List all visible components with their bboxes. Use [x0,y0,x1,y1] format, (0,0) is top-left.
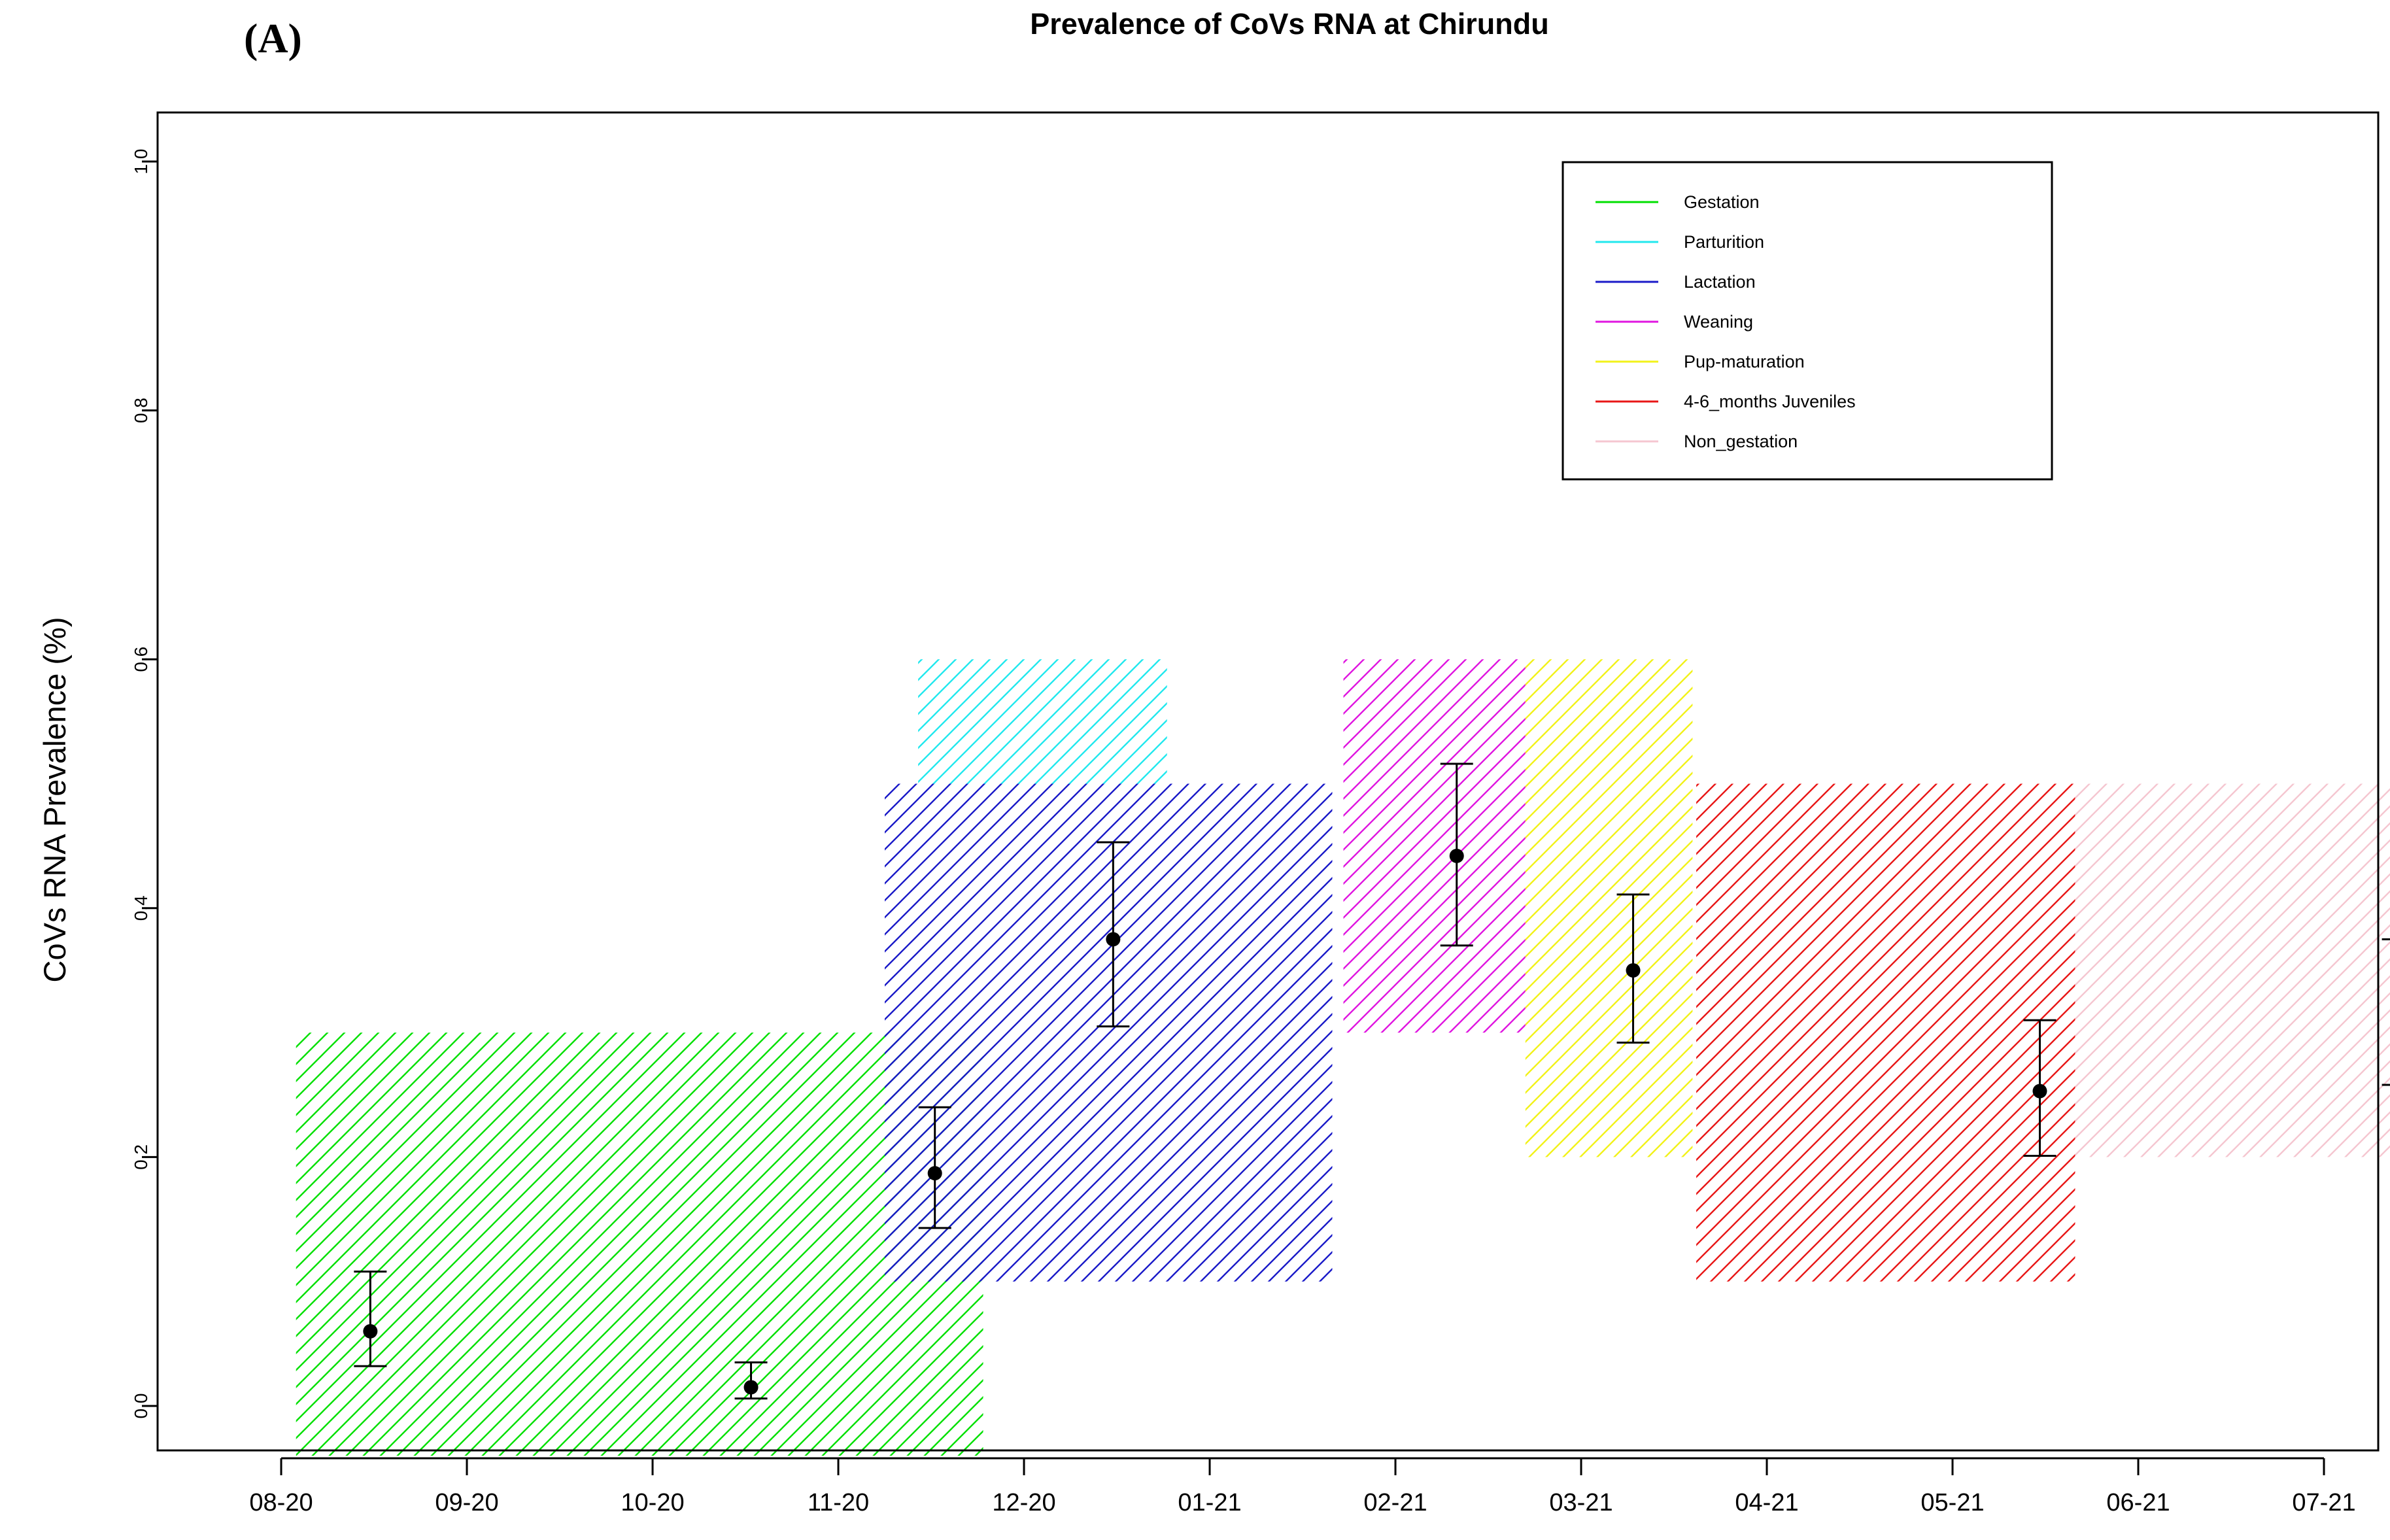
legend-label: Pup-maturation [1684,352,1805,371]
point-marker [927,1166,942,1181]
region-weaning [1343,659,1526,1033]
x-tick-label: 07-21 [2292,1489,2355,1516]
legend-entry: Gestation [1596,192,1760,212]
y-axis: 0.0 0.2 0.4 0.6 0.8 1.0 [131,149,159,1419]
data-point [734,1361,768,1400]
point-marker [363,1324,378,1339]
point-marker [1106,932,1121,947]
point-marker [1449,848,1464,863]
x-tick-label: 08-20 [249,1489,313,1516]
phase-regions [296,659,2390,1456]
region-pup-maturation [1525,659,1693,1157]
y-tick-label: 0.2 [131,1144,151,1170]
x-tick-label: 04-21 [1735,1489,1798,1516]
legend-entry: Pup-maturation [1596,352,1805,371]
data-points [354,762,2390,1400]
legend-entry: Weaning [1596,312,1753,332]
region-lactation [885,783,1333,1282]
legend-entry: 4-6_months Juveniles [1596,392,1856,411]
y-axis-label: CoVs RNA Prevalence (%) [37,617,72,983]
data-point [918,1106,951,1229]
x-tick-label: 02-21 [1363,1489,1427,1516]
point-marker [743,1380,759,1395]
legend-entry: Parturition [1596,232,1764,252]
y-tick-label: 0.0 [131,1394,151,1419]
x-tick-label: 01-21 [1178,1489,1241,1516]
region-gestation [296,1033,983,1456]
point-marker [2032,1084,2047,1099]
legend-label: Weaning [1684,312,1753,332]
chart-title: Prevalence of CoVs RNA at Chirundu [1030,7,1548,41]
point-marker [1626,963,1641,978]
legend-label: Gestation [1684,192,1760,212]
panel-label: (A) [244,15,302,61]
data-point [1616,893,1650,1044]
legend-label: Non_gestation [1684,432,1798,451]
legend-entry: Lactation [1596,272,1756,292]
region-4-6-months-juveniles [1696,783,2075,1282]
data-point [2023,1019,2057,1157]
legend-label: Parturition [1684,232,1764,252]
legend-entry: Non_gestation [1596,432,1798,451]
x-tick-label: 06-21 [2106,1489,2170,1516]
region-non-gestation [2075,783,2390,1157]
legend-label: 4-6_months Juveniles [1684,392,1856,411]
data-point [2381,938,2390,1086]
legend-label: Lactation [1684,272,1756,292]
x-tick-label: 12-20 [992,1489,1055,1516]
y-tick-label: 0.6 [131,647,151,672]
data-point [354,1270,387,1367]
data-point [1097,841,1130,1028]
legend: Gestation Parturition Lactation Weaning Pup-… [1562,161,2053,481]
x-tick-label: 03-21 [1549,1489,1613,1516]
x-tick-label: 09-20 [435,1489,498,1516]
data-point [1440,762,1473,947]
x-tick-label: 05-21 [1921,1489,1984,1516]
y-tick-label: 0.8 [131,398,151,423]
x-tick-label: 10-20 [621,1489,684,1516]
y-tick-label: 0.4 [131,895,151,921]
y-tick-label: 1.0 [131,149,151,175]
x-axis: 08-20 09-20 10-20 11-20 12-20 01-21 02-21 03-21… [249,1457,2356,1516]
x-tick-label: 11-20 [808,1489,869,1516]
region-parturition [918,659,1167,784]
